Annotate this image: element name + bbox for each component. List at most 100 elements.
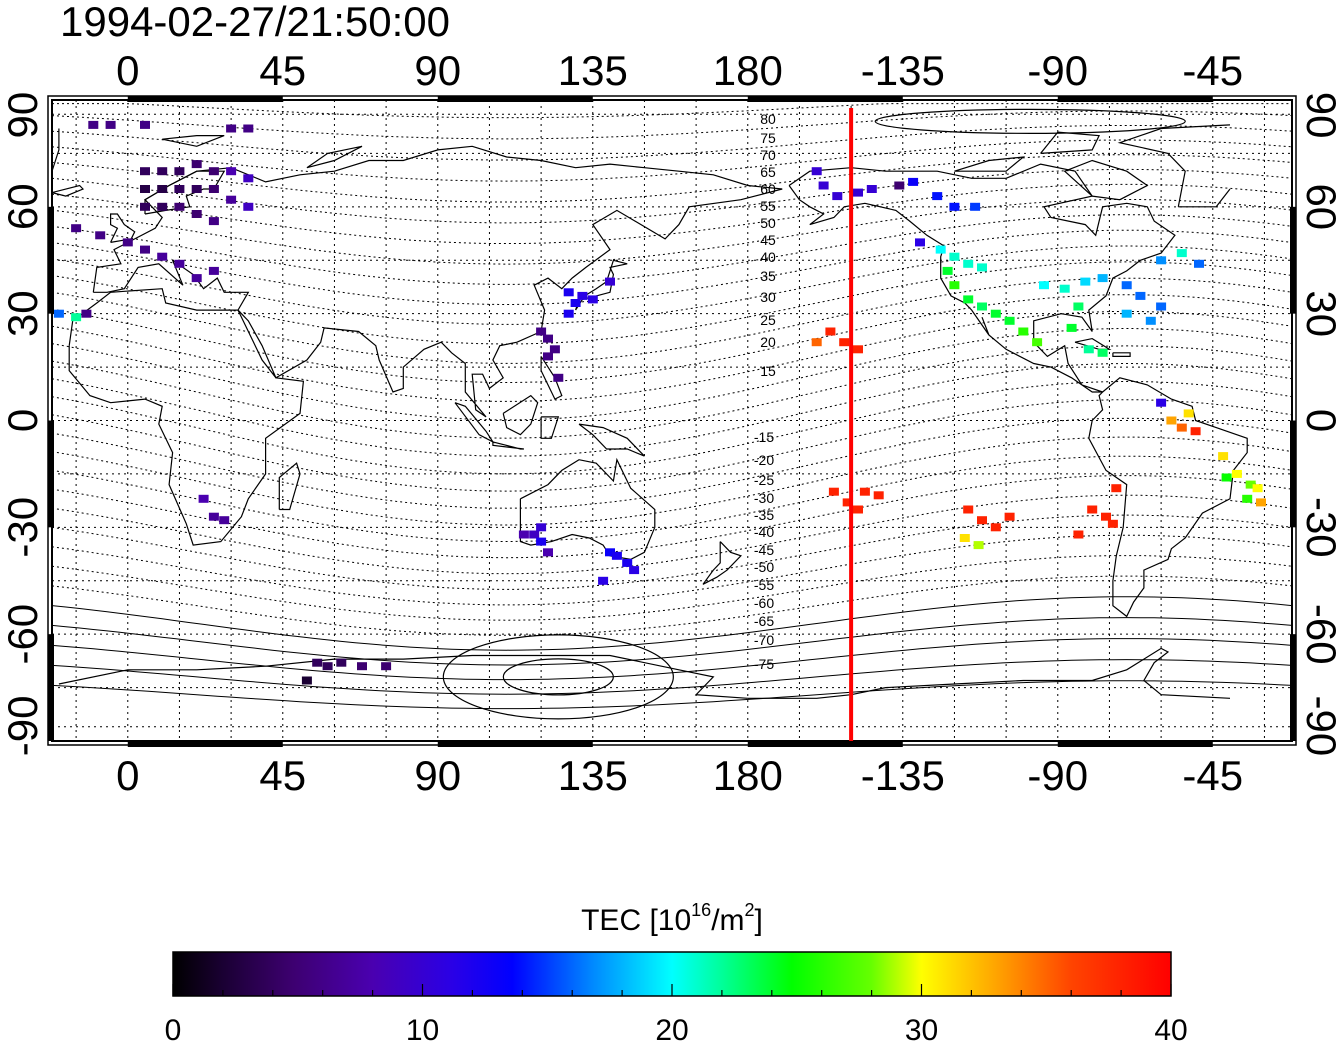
contour-line (52, 659, 1292, 695)
y-tick-label-left: 90 (0, 92, 46, 139)
contour-label: 45 (760, 232, 776, 248)
tec-cell (1097, 348, 1108, 357)
tec-cell (1183, 409, 1194, 418)
tec-cell (226, 167, 237, 176)
contour-line (52, 475, 1292, 559)
tec-cell (208, 217, 219, 226)
tec-cell (1252, 484, 1263, 493)
y-tick-label-right: -60 (1298, 604, 1344, 665)
tec-cell (208, 167, 219, 176)
tec-cell (243, 202, 254, 211)
contour-label: -65 (754, 613, 774, 629)
y-tick-label-right: 30 (1298, 290, 1344, 337)
tec-cell (1097, 274, 1108, 283)
tec-cell (157, 185, 168, 193)
tec-cell (140, 202, 150, 211)
colorbar-tick-label: 40 (1154, 1014, 1187, 1047)
coastline-segment (1178, 188, 1231, 208)
coastline-segment (540, 356, 563, 400)
contour-line (52, 327, 1292, 421)
tec-cell (977, 516, 987, 525)
tec-cell (935, 245, 946, 254)
tec-cell (122, 238, 133, 247)
coastline-segment (747, 647, 1231, 699)
contour-line (52, 345, 1292, 439)
tec-cell (1087, 505, 1098, 514)
frame-bar-top (437, 96, 593, 102)
frame-bar-bottom (437, 741, 593, 747)
colorbar-tick-label: 30 (905, 1014, 938, 1047)
tec-cell (1101, 512, 1111, 521)
contour-line (52, 245, 1292, 325)
tec-cell (543, 352, 553, 361)
tec-cell (1066, 323, 1077, 332)
coastline-segment (1117, 124, 1231, 207)
tec-cell (1166, 416, 1177, 425)
contour-line (52, 514, 1292, 590)
tec-cell (243, 124, 254, 133)
coastline-segment (1112, 352, 1131, 357)
tec-cell (818, 181, 829, 190)
tec-cell (598, 576, 609, 585)
tec-cell (839, 338, 850, 347)
frame-bar-right (1290, 634, 1296, 741)
x-tick-label-bottom: 0 (116, 752, 139, 799)
tec-cell (81, 309, 92, 318)
tec-cell (191, 160, 202, 169)
contour-label: 65 (760, 164, 776, 180)
tec-cell (1194, 259, 1204, 268)
y-tick-label-right: 60 (1298, 183, 1344, 230)
contour-line (52, 103, 1292, 119)
contour-label: 50 (760, 215, 776, 231)
contour-label: -70 (754, 632, 774, 648)
contour-label: 35 (760, 268, 776, 284)
tec-cell (853, 345, 863, 354)
contour-line (52, 229, 1292, 306)
tec-cell (1190, 427, 1201, 436)
tec-cell (959, 534, 970, 542)
contour-label: 15 (760, 363, 776, 379)
tec-cell (543, 334, 553, 343)
tec-cell (1059, 284, 1070, 293)
tec-cell (1018, 327, 1029, 336)
y-tick-label-right: 90 (1298, 92, 1344, 139)
contour-label: -60 (754, 595, 774, 611)
tec-cell (563, 309, 574, 318)
y-tick-label-left: 30 (0, 290, 46, 337)
tec-cell (1107, 519, 1118, 528)
frame-bar-left (48, 420, 54, 528)
tec-cell (990, 523, 1001, 532)
y-tick-label-left: 0 (0, 409, 46, 432)
contour-label: -45 (754, 542, 774, 558)
tec-cell (894, 181, 905, 190)
tec-cell (157, 202, 168, 211)
tec-cell (908, 177, 919, 186)
tec-cell (990, 309, 1001, 318)
tec-cell (140, 185, 150, 193)
colorbar-tick-label: 0 (165, 1014, 182, 1047)
tec-cell (1083, 345, 1094, 354)
tec-cell (811, 167, 822, 176)
x-tick-label-top: 90 (414, 47, 461, 94)
tec-cell (191, 185, 202, 193)
tec-cell (71, 224, 82, 233)
contour-line (52, 399, 1292, 492)
tec-cell (1004, 316, 1015, 325)
tec-cell (543, 548, 553, 557)
contour-line (52, 455, 1292, 543)
coastline-segment (278, 462, 301, 511)
tec-cell (1073, 302, 1084, 311)
colorbar-title: TEC [1016/m2] (581, 900, 763, 937)
x-tick-label-top: 135 (558, 47, 628, 94)
tec-cell (949, 202, 960, 211)
frame-bar-bottom (747, 741, 903, 747)
tec-cell (825, 327, 836, 336)
tec-cell (157, 167, 168, 176)
contour-label: -30 (754, 490, 774, 506)
x-tick-label-top: -90 (1027, 47, 1088, 94)
tec-cell (828, 487, 839, 496)
tec-cell (88, 120, 99, 129)
contour-line (52, 310, 1292, 402)
contour-label: 60 (760, 181, 776, 197)
